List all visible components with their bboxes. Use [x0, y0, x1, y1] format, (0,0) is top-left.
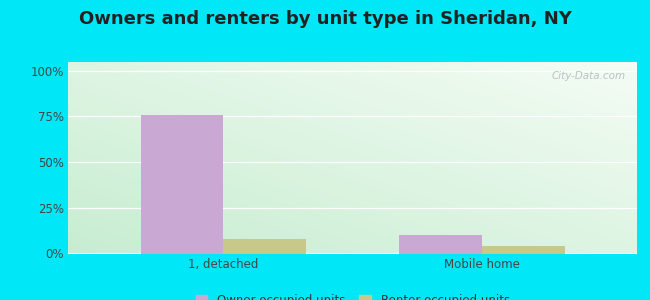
Text: Owners and renters by unit type in Sheridan, NY: Owners and renters by unit type in Sheri…	[79, 11, 571, 28]
Bar	[224, 239, 306, 254]
Legend: Owner occupied units, Renter occupied units: Owner occupied units, Renter occupied un…	[196, 294, 510, 300]
Text: City-Data.com: City-Data.com	[551, 71, 625, 81]
Bar	[140, 115, 224, 254]
Bar	[482, 246, 565, 254]
Bar	[399, 235, 482, 254]
